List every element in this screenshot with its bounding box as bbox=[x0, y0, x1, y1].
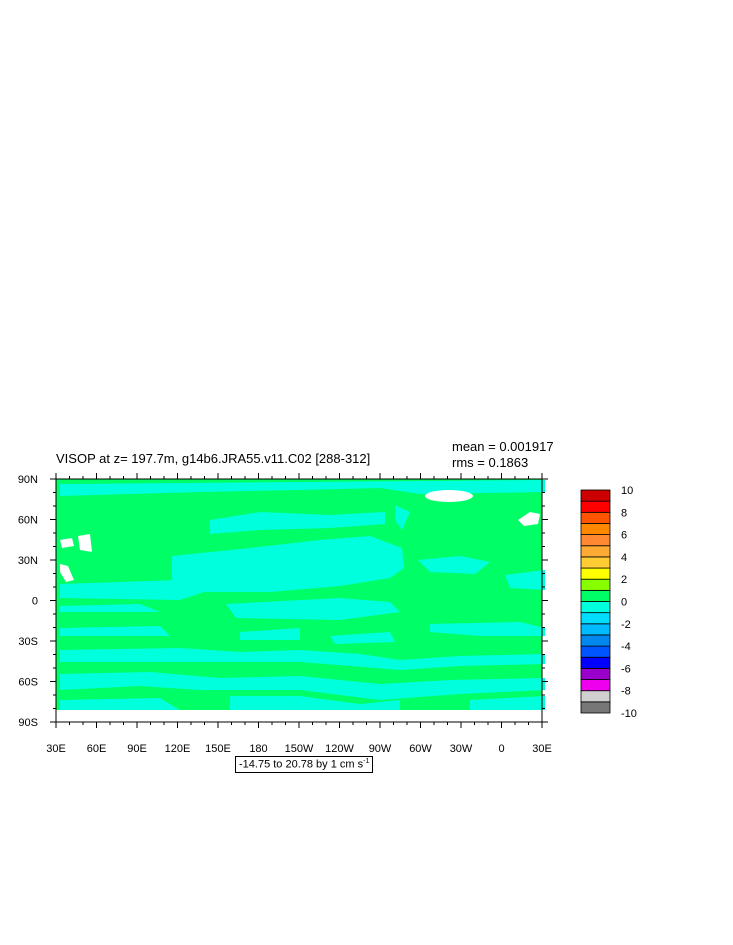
missing-region bbox=[425, 490, 473, 502]
colorbar-label: 10 bbox=[621, 485, 633, 497]
colorbar-swatch bbox=[580, 500, 611, 513]
x-tick-label: 0 bbox=[498, 743, 504, 755]
colorbar-swatch bbox=[580, 534, 611, 547]
colorbar-swatch bbox=[580, 623, 611, 636]
negative-region bbox=[470, 696, 545, 710]
negative-region bbox=[172, 536, 404, 592]
contour-range-text: -14.75 to 20.78 by 1 cm s bbox=[239, 758, 364, 771]
negative-region bbox=[60, 626, 170, 636]
axes-layer: 30E 60E 90E 120E 150E 180 150W 120W 90W 60W 30W 0 30… bbox=[18, 473, 552, 755]
colorbar-label: -4 bbox=[621, 641, 631, 653]
x-tick-label: 30E bbox=[46, 743, 66, 755]
colorbar-swatch bbox=[580, 511, 611, 524]
missing-region bbox=[518, 512, 540, 526]
negative-region bbox=[60, 604, 160, 612]
colorbar-label: 0 bbox=[621, 597, 627, 609]
x-tick-label: 60W bbox=[409, 743, 432, 755]
rms-stat: rms = 0.1863 bbox=[452, 455, 529, 470]
colorbar-swatch bbox=[580, 612, 611, 625]
x-tick-label: 120W bbox=[325, 743, 354, 755]
colorbar-label: -6 bbox=[621, 663, 631, 675]
negative-region bbox=[60, 672, 545, 700]
colorbar-swatch bbox=[580, 679, 611, 692]
colorbar-label: -2 bbox=[621, 619, 631, 631]
x-tick-label: 30W bbox=[450, 743, 473, 755]
colorbar-swatch bbox=[580, 545, 611, 558]
colorbar-swatch bbox=[580, 668, 611, 680]
x-tick-label: 30E bbox=[532, 743, 552, 755]
colorbar-swatch bbox=[580, 634, 611, 647]
colorbar-swatch bbox=[580, 578, 611, 591]
negative-region bbox=[395, 505, 410, 530]
y-tick-label: 90S bbox=[18, 717, 38, 729]
colorbar-swatch bbox=[580, 589, 611, 602]
colorbar-label: -8 bbox=[621, 686, 631, 698]
y-tick-label: 60N bbox=[18, 515, 38, 527]
unit-exponent: -1 bbox=[363, 758, 370, 765]
colorbar-label: 6 bbox=[621, 530, 627, 542]
y-tick-label: 30N bbox=[18, 555, 38, 567]
colorbar-swatch bbox=[580, 656, 611, 669]
negative-region bbox=[418, 556, 490, 574]
plot-title: VISOP at z= 197.7m, g14b6.JRA55.v11.C02 … bbox=[56, 451, 371, 466]
x-tick-label: 150W bbox=[285, 743, 314, 755]
missing-region bbox=[78, 534, 92, 552]
missing-region bbox=[60, 564, 74, 582]
negative-region bbox=[240, 628, 300, 640]
colorbar-swatch bbox=[580, 489, 611, 502]
x-tick-label: 90W bbox=[369, 743, 392, 755]
x-tick-label: 120E bbox=[165, 743, 191, 755]
x-tick-label: 150E bbox=[205, 743, 231, 755]
negative-region bbox=[230, 696, 400, 710]
negative-region bbox=[210, 512, 385, 534]
contour-range-label: -14.75 to 20.78 by 1 cm s-1 bbox=[235, 756, 374, 773]
colorbar-label: 2 bbox=[621, 574, 627, 586]
colorbar-swatch bbox=[580, 601, 611, 614]
x-tick-label: 90E bbox=[127, 743, 147, 755]
missing-region bbox=[60, 538, 74, 548]
negative-region bbox=[60, 480, 545, 496]
negative-region bbox=[226, 598, 400, 620]
colorbar-swatch bbox=[580, 523, 611, 536]
colorbar-swatch bbox=[580, 556, 611, 569]
negative-region bbox=[430, 622, 545, 636]
x-tick-label: 180 bbox=[249, 743, 267, 755]
colorbar-swatch bbox=[580, 690, 611, 703]
colorbar-label: 4 bbox=[621, 552, 627, 564]
negative-region bbox=[505, 570, 545, 590]
y-tick-label: 90N bbox=[18, 474, 38, 486]
colorbar-label: 8 bbox=[621, 507, 627, 519]
negative-region bbox=[330, 632, 395, 644]
mean-stat: mean = 0.001917 bbox=[452, 439, 554, 454]
colorbar-swatch bbox=[580, 645, 611, 658]
y-tick-label: 30S bbox=[18, 636, 38, 648]
y-tick-label: 0 bbox=[32, 596, 38, 608]
colorbar-swatch bbox=[580, 701, 611, 714]
colorbar-swatch bbox=[580, 567, 611, 580]
colorbar: 10 8 6 4 2 0 -2 -4 -6 -8 -10 bbox=[580, 485, 637, 720]
x-tick-label: 60E bbox=[87, 743, 107, 755]
field-layer bbox=[55, 478, 545, 723]
negative-region bbox=[60, 648, 545, 670]
negative-region bbox=[60, 580, 210, 600]
colorbar-label: -10 bbox=[621, 708, 637, 720]
y-tick-label: 60S bbox=[18, 677, 38, 689]
negative-region bbox=[60, 698, 180, 710]
